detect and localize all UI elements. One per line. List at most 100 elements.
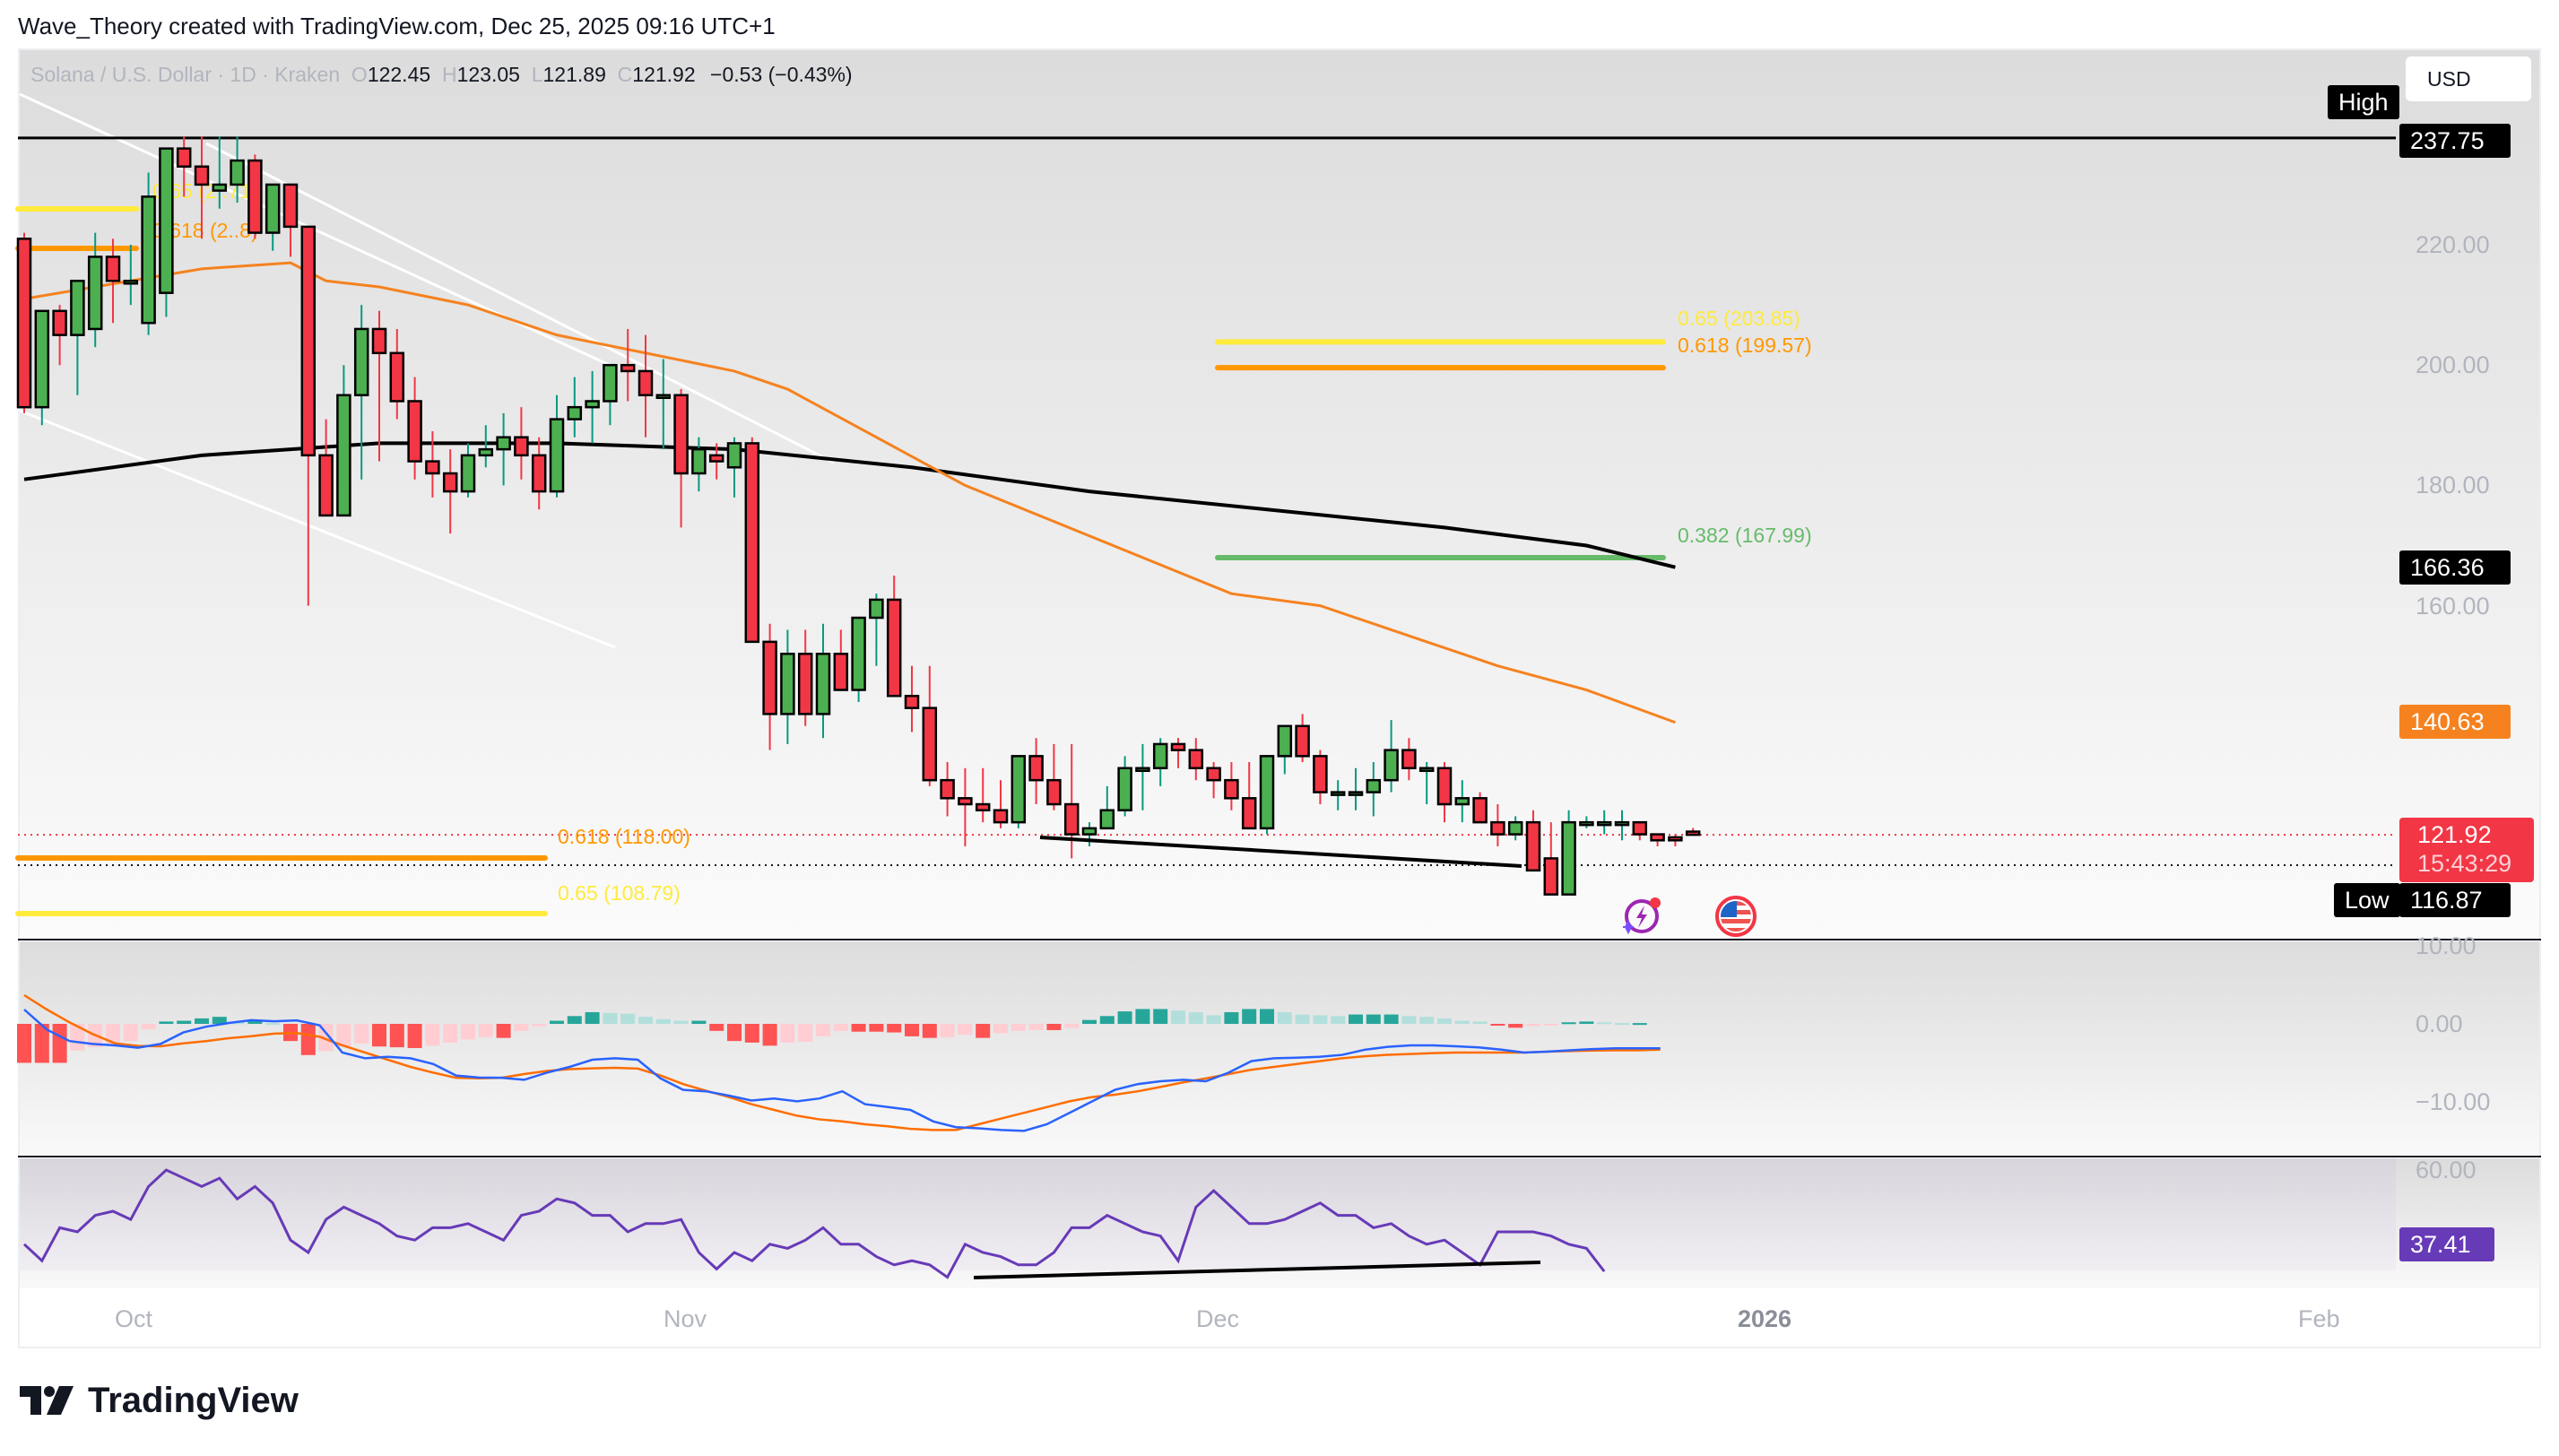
candle [265,183,281,251]
ohlc-legend: Solana / U.S. Dollar · 1D · Kraken O122.… [30,63,853,86]
fib-label-065-bottom: 0.65 (108.79) [558,881,681,905]
fib-label-0618-right: 0.618 (199.57) [1678,334,1812,357]
candle [1241,762,1257,830]
candle [744,437,760,644]
candle [1081,822,1097,846]
x-label-nov: Nov [664,1305,707,1332]
macd-tick: 0.00 [2416,1010,2463,1037]
candle [851,616,866,702]
candle [1436,762,1453,823]
ma200-value-tag: 166.36 [2399,550,2511,585]
candle [282,183,299,257]
candle [1668,834,1683,846]
low-label-tag: Low [2334,883,2400,917]
candle [425,431,440,498]
candle [797,629,813,726]
us-flag-event-icon[interactable] [1713,893,1759,940]
candle [691,437,707,492]
low-value: 121.89 [542,63,606,86]
candle [993,780,1009,828]
chart-frame [18,48,2541,1348]
candle [1259,755,1275,835]
candle [1011,755,1027,828]
candle [194,136,210,239]
candle [869,594,884,666]
candle [886,576,902,698]
price-tick: 200.00 [2416,351,2490,378]
x-label-dec: Dec [1196,1305,1240,1332]
candle [1206,762,1221,799]
candle [407,377,422,480]
candle [478,425,494,468]
candle [230,136,245,204]
candle [958,767,973,846]
open-value: 122.45 [367,63,431,86]
tradingview-logo-icon [20,1385,74,1415]
candle [1596,810,1612,835]
symbol-name[interactable]: Solana / U.S. Dollar · 1D · Kraken [30,63,341,86]
macd-tick: 10.00 [2416,932,2477,959]
x-label-feb: Feb [2298,1305,2340,1332]
low-value-tag: 116.87 [2399,883,2511,917]
ma50-value-tag: 140.63 [2399,705,2511,739]
last-price-value: 121.92 [2417,821,2492,848]
candle [1401,738,1417,781]
candle [1295,714,1310,763]
candle [549,394,565,498]
candle [460,443,476,498]
candle [1490,804,1505,846]
candle [1614,810,1630,841]
candle [1348,767,1364,810]
candle [1330,780,1346,810]
fib-label-0382-right: 0.382 (167.99) [1678,524,1812,547]
rsi-pane [22,1168,1606,1279]
candle [123,245,139,306]
candle [300,225,317,606]
candle [1277,724,1293,775]
price-pane: 0.618 (2..8)0.65 (2..71) [15,92,2396,916]
candle [34,309,50,426]
price-tick: 180.00 [2416,472,2490,498]
candle [336,365,351,517]
candle [1632,820,1648,841]
last-price-tag: 121.92 15:43:29 [2399,818,2534,882]
candle [159,147,174,317]
candle [353,305,369,480]
rsi-tick: 60.00 [2416,1157,2477,1183]
candle [1313,750,1328,805]
tradingview-brand: TradingView [88,1381,299,1420]
candle [442,449,458,534]
candle [1170,738,1186,768]
candle [70,280,85,395]
candle [52,305,67,366]
candle [1472,792,1488,824]
candle [371,310,387,462]
candle [1099,785,1115,830]
candle [1135,743,1150,810]
currency-button[interactable]: USD [2406,56,2531,101]
candle [105,238,121,324]
close-value: 121.92 [632,63,696,86]
candle [1685,828,1701,836]
candle [1543,822,1559,896]
x-label-2026: 2026 [1738,1305,1792,1332]
candle [514,407,529,480]
lightning-event-icon[interactable] [1617,893,1663,940]
candle [1579,816,1594,828]
candle [603,363,618,426]
high-value: 123.05 [456,63,520,86]
attribution-header: Wave_Theory created with TradingView.com… [18,13,776,39]
candle [1028,738,1044,805]
candle [16,232,32,413]
x-label-oct: Oct [115,1305,153,1332]
candle [620,328,636,402]
candle [815,623,831,739]
candle [1454,780,1470,823]
tradingview-logo[interactable]: TradingView [20,1381,299,1421]
candle [638,334,654,438]
candle [141,172,156,335]
fib-label-0618-bottom: 0.618 (118.00) [558,825,690,848]
candle [1418,762,1435,805]
candle [496,412,511,486]
